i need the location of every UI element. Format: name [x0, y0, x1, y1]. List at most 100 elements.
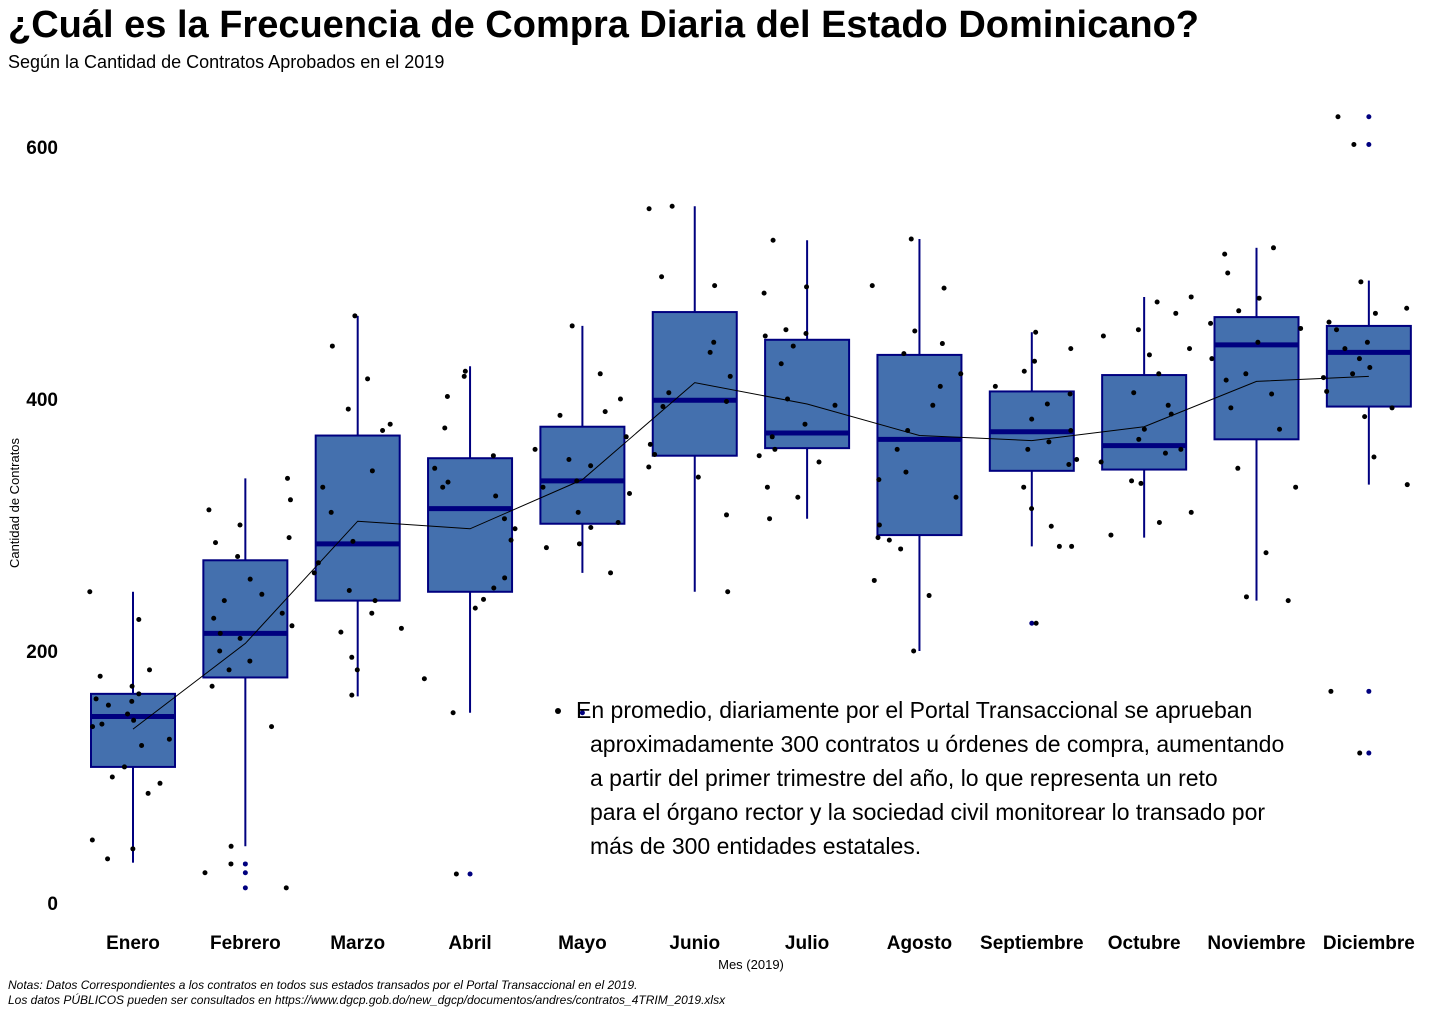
jitter-point — [1156, 519, 1162, 525]
jitter-point — [992, 383, 998, 389]
jitter-point — [1367, 365, 1373, 370]
jitter-point — [228, 843, 234, 849]
jitter-point — [89, 837, 95, 843]
outlier-point — [1366, 141, 1372, 147]
jitter-point — [97, 673, 103, 679]
outlier-point — [1366, 688, 1372, 694]
jitter-point — [283, 885, 289, 891]
jitter-point — [99, 721, 105, 727]
jitter-point — [1100, 333, 1106, 339]
jitter-point — [352, 313, 358, 319]
jitter-point — [543, 545, 549, 551]
jitter-point — [1357, 750, 1363, 756]
jitter-point — [1342, 346, 1348, 352]
jitter-point — [1068, 428, 1074, 433]
jitter-point — [166, 736, 172, 742]
jitter-point — [1146, 352, 1152, 358]
jitter-point — [647, 441, 653, 447]
x-tick-label: Enero — [106, 933, 160, 954]
jitter-point — [711, 339, 717, 345]
outlier-point — [579, 710, 585, 716]
jitter-point — [1358, 279, 1364, 285]
jitter-point — [269, 724, 275, 730]
jitter-point — [105, 702, 111, 708]
jitter-point — [1270, 245, 1276, 251]
jitter-point — [804, 284, 810, 290]
x-tick-label: Agosto — [887, 933, 952, 954]
jitter-point — [615, 519, 621, 525]
jitter-point — [557, 412, 563, 418]
x-tick-label: Junio — [669, 933, 720, 954]
jitter-point — [315, 560, 321, 566]
jitter-point — [816, 459, 822, 465]
jitter-point — [790, 343, 796, 349]
jitter-point — [953, 494, 959, 500]
jitter-point — [139, 743, 145, 748]
jitter-point — [532, 446, 538, 452]
jitter-point — [369, 468, 375, 474]
jitter-point — [1236, 308, 1242, 314]
jitter-point — [125, 711, 131, 717]
jitter-point — [1029, 506, 1035, 512]
jitter-point — [349, 654, 355, 660]
jitter-point — [209, 683, 215, 689]
annotation-line: más de 300 entidades estatales. — [590, 833, 922, 859]
jitter-point — [349, 692, 355, 698]
jitter-point — [1068, 346, 1074, 352]
jitter-point — [206, 507, 212, 513]
jitter-point — [588, 463, 594, 469]
jitter-point — [1029, 416, 1035, 422]
x-axis-label: Mes (2019) — [718, 957, 784, 972]
jitter-point — [769, 434, 775, 440]
jitter-point — [912, 328, 918, 334]
jitter-point — [320, 484, 326, 490]
y-tick-label: 600 — [26, 138, 58, 159]
jitter-point — [903, 469, 909, 475]
x-tick-label: Noviembre — [1207, 933, 1305, 954]
outlier-point — [1366, 750, 1372, 756]
jitter-point — [445, 479, 451, 485]
jitter-point — [1228, 405, 1234, 411]
jitter-point — [1067, 391, 1073, 397]
jitter-point — [472, 605, 478, 611]
jitter-point — [1326, 319, 1332, 325]
jitter-point — [724, 512, 730, 518]
jitter-point — [1334, 327, 1340, 333]
jitter-point — [646, 206, 652, 212]
jitter-point — [421, 676, 427, 682]
jitter-point — [575, 509, 581, 515]
jitter-point — [1066, 462, 1072, 468]
jitter-point — [450, 710, 456, 716]
jitter-point — [646, 464, 652, 470]
jitter-point — [237, 635, 243, 641]
jitter-point — [1263, 550, 1269, 556]
outlier-point — [467, 871, 473, 877]
mean-line — [132, 375, 1369, 730]
outlier-point — [242, 861, 248, 867]
jitter-point — [1187, 346, 1193, 352]
jitter-point — [1269, 391, 1275, 397]
jitter-point — [131, 717, 137, 723]
jitter-point — [1335, 114, 1341, 120]
jitter-point — [387, 421, 393, 427]
jitter-point — [695, 474, 701, 480]
jitter-point — [87, 589, 93, 595]
jitter-point — [1156, 371, 1162, 377]
box — [90, 692, 176, 768]
jitter-point — [1129, 478, 1135, 484]
jitter-point — [761, 290, 767, 296]
jitter-point — [1404, 482, 1410, 488]
jitter-point — [228, 861, 234, 867]
jitter-point — [287, 497, 293, 503]
jitter-point — [770, 237, 776, 243]
jitter-point — [540, 484, 546, 490]
jitter-point — [508, 537, 514, 543]
box — [651, 311, 738, 457]
jitter-point — [901, 351, 907, 357]
jitter-point — [1235, 465, 1241, 471]
outlier-point — [1029, 620, 1035, 626]
jitter-point — [217, 630, 223, 636]
jitter-point — [926, 593, 932, 599]
y-tick-label: 0 — [47, 894, 58, 915]
jitter-point — [1225, 270, 1231, 276]
